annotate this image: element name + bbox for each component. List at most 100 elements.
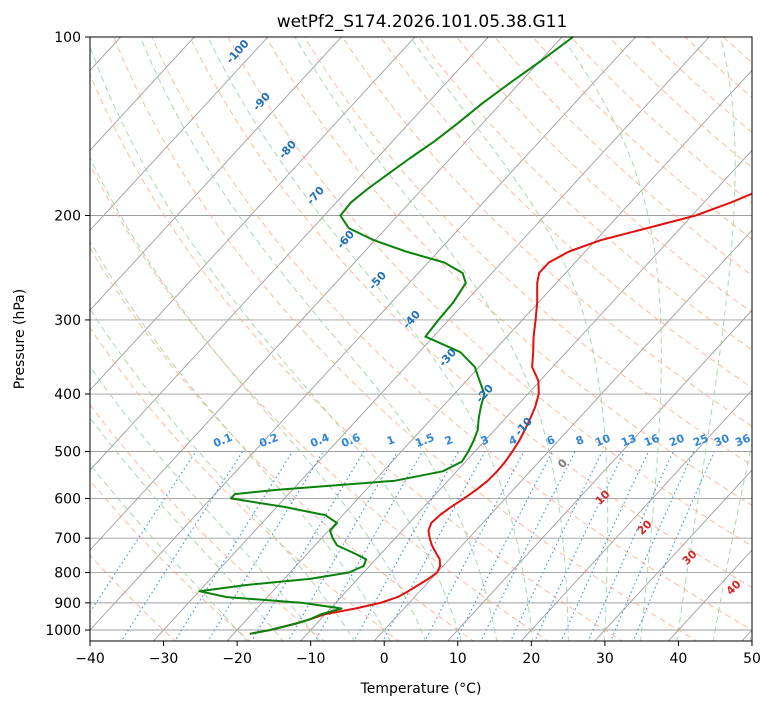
isotherm-line [90, 37, 342, 311]
mixing-ratio-label: 1.5 [413, 431, 436, 450]
isotherm-line [90, 37, 490, 471]
moist-adiabat-line [90, 45, 462, 641]
dry-adiabat-line [227, 37, 752, 547]
dry-adiabat-line [90, 72, 624, 641]
x-axis-ticks: −40 −30 −20 −10 0 10 20 30 40 50 [75, 641, 761, 667]
mixing-ratio-line [560, 451, 650, 641]
dry-adiabat-line [646, 37, 752, 133]
mixing-ratio-line [587, 451, 674, 641]
mixing-ratio-label: 2 [443, 433, 455, 448]
moist-adiabat-line [294, 37, 569, 641]
dry-adiabat-line [90, 554, 177, 641]
dry-adiabat-line [303, 37, 752, 467]
dry-adiabat-line [90, 327, 400, 641]
dry-adiabat-line [90, 163, 549, 641]
moist-adiabats [90, 37, 752, 641]
dewpoint-line [198, 37, 574, 635]
moist-adiabat-line [90, 417, 284, 641]
mixing-ratio-line [382, 451, 486, 641]
isotherm-line [90, 37, 195, 151]
mixing-ratio-label: 13 [619, 432, 638, 450]
x-tick-label: 0 [380, 651, 389, 667]
moist-adiabat-label: 30 [680, 547, 700, 567]
moist-adiabat-line [139, 37, 498, 641]
isotherm-line [667, 549, 752, 641]
profile-series [198, 37, 752, 635]
moist-adiabat-line [90, 308, 356, 641]
dry-adiabat-line [151, 37, 752, 631]
mixing-ratio-line [424, 451, 525, 641]
moist-adiabat-line [90, 240, 391, 641]
temperature-line [249, 192, 752, 635]
mixing-ratio-line [287, 451, 399, 641]
dry-adiabat-line [189, 37, 752, 589]
moist-adiabat-line [207, 37, 534, 641]
mixing-ratio-label: 0.4 [308, 431, 331, 450]
isotherm-line [152, 37, 710, 641]
y-tick-label: 1000 [45, 623, 81, 639]
mixing-ratio-line [480, 451, 576, 641]
dry-adiabat-label: -20 [473, 382, 496, 406]
isotherm-line [0, 24, 59, 643]
dry-adiabat-line [113, 37, 698, 641]
dry-adiabat-line [456, 37, 752, 313]
mixing-ratio-label: 0.6 [339, 431, 362, 450]
mixing-ratio-label: 30 [712, 432, 731, 450]
plot-frame [89, 36, 753, 642]
isotherm-grid [0, 24, 752, 643]
mixing-ratio-line [534, 451, 625, 641]
moist-adiabat-line [561, 37, 662, 641]
mixing-ratio-line [174, 451, 293, 641]
y-tick-label: 600 [54, 491, 81, 507]
mixing-ratio-line [632, 451, 715, 641]
moist-adiabat-line [712, 440, 752, 641]
pressure-grid [90, 37, 752, 631]
isotherm-line [90, 37, 269, 231]
y-tick-label: 700 [54, 531, 81, 547]
isotherm-line [741, 629, 752, 641]
dry-adiabat-line [90, 247, 475, 641]
mixing-ratio-line [353, 451, 459, 641]
mixing-ratio-label: 1 [385, 433, 397, 448]
x-tick-label: 10 [449, 651, 467, 667]
y-tick-label: 800 [54, 566, 81, 582]
isotherm-line [90, 37, 637, 631]
mixing-ratio-line [251, 451, 365, 641]
dry-adiabat-line [722, 37, 752, 64]
moist-adiabat-label: 10 [593, 487, 613, 507]
moist-adiabat-line [90, 156, 427, 641]
isotherm-line [594, 469, 752, 641]
dry-adiabat-label: -70 [304, 184, 327, 208]
mixing-ratio-line [207, 451, 324, 641]
mixing-ratio-line [90, 451, 197, 614]
dry-adiabat-line [379, 37, 752, 389]
y-axis-ticks: 100 200 300 400 500 600 700 800 900 1000 [45, 30, 90, 639]
x-tick-label: −10 [296, 651, 326, 667]
mixing-ratio-label: 36 [733, 432, 752, 450]
x-tick-label: −40 [75, 651, 105, 667]
mixing-ratio-label: 20 [667, 432, 686, 450]
moist-adiabat-line [90, 463, 248, 641]
y-tick-label: 900 [54, 596, 81, 612]
dry-adiabat-line [90, 404, 326, 641]
y-tick-label: 300 [54, 313, 81, 329]
mixing-ratio-label: 16 [642, 432, 661, 450]
mixing-ratio-line [455, 451, 553, 641]
isotherm-line [447, 309, 752, 641]
moist-adiabat-line [749, 627, 752, 641]
y-tick-label: 200 [54, 209, 81, 225]
x-tick-label: 20 [522, 651, 540, 667]
mixing-ratio-line [510, 451, 603, 641]
y-axis-label: Pressure (hPa) [12, 289, 28, 389]
mixing-ratio-label: 25 [691, 432, 710, 450]
dry-adiabat-label: -100 [224, 37, 252, 66]
dry-adiabat-line [265, 37, 752, 507]
dry-adiabats [90, 37, 752, 641]
chart-title: wetPf2_S174.2026.101.05.38.G11 [277, 12, 568, 32]
dry-adiabat-line [494, 37, 752, 277]
dry-adiabat-label: -40 [400, 308, 423, 332]
isotherm-line [373, 229, 752, 641]
x-tick-label: −20 [222, 651, 252, 667]
dry-adiabat-label: -10 [512, 415, 535, 439]
